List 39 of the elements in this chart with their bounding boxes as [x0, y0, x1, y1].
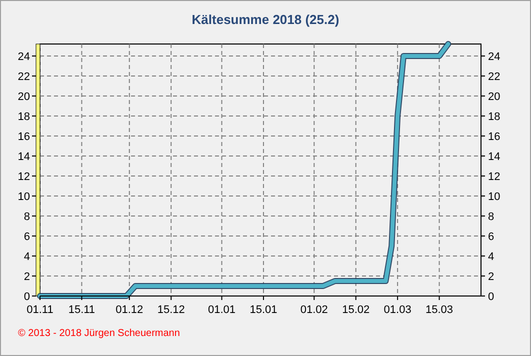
- y-tick-label: 6: [24, 231, 30, 243]
- y-tick-label: 4: [24, 251, 30, 263]
- y-tick-label: 16: [18, 131, 30, 143]
- chart-title: Kältesumme 2018 (25.2): [192, 12, 340, 27]
- y-tick-label: 8: [24, 211, 30, 223]
- x-tick-label: 01.03: [384, 304, 412, 316]
- y2-tick-label: 22: [488, 71, 500, 83]
- x-tick-label: 15.01: [250, 304, 278, 316]
- y-tick-label: 14: [18, 151, 30, 163]
- x-tick-label: 15.02: [342, 304, 370, 316]
- y-tick-label: 22: [18, 71, 30, 83]
- y2-tick-label: 6: [488, 231, 494, 243]
- y2-tick-label: 18: [488, 111, 500, 123]
- y-tick-label: 12: [18, 171, 30, 183]
- x-tick-label: 01.11: [26, 304, 54, 316]
- y-tick-label: 18: [18, 111, 30, 123]
- x-tick-label: 15.11: [68, 304, 96, 316]
- y2-tick-label: 10: [488, 191, 500, 203]
- y2-tick-label: 2: [488, 271, 494, 283]
- y2-tick-label: 8: [488, 211, 494, 223]
- line-series: [37, 41, 452, 299]
- y-tick-label: 0: [24, 291, 30, 303]
- y-tick-label: 2: [24, 271, 30, 283]
- y2-tick-label: 20: [488, 91, 500, 103]
- text: © 2013 - 2018 Jürgen Scheuermann: [18, 328, 180, 339]
- y2-tick-label: 16: [488, 131, 500, 143]
- x-tick-label: 15.12: [157, 304, 185, 316]
- x-tick-label: 01.12: [116, 304, 144, 316]
- x-tick-label: 01.02: [300, 304, 328, 316]
- y2-tick-label: 24: [488, 51, 500, 63]
- y2-tick-label: 4: [488, 251, 494, 263]
- y2-tick-label: 14: [488, 151, 500, 163]
- y2-tick-label: 0: [488, 291, 494, 303]
- y-tick-label: 20: [18, 91, 30, 103]
- y2-tick-label: 12: [488, 171, 500, 183]
- x-tick-label: 01.01: [208, 304, 236, 316]
- x-tick-label: 15.03: [426, 304, 454, 316]
- y-tick-label: 24: [18, 51, 30, 63]
- y-tick-label: 10: [18, 191, 30, 203]
